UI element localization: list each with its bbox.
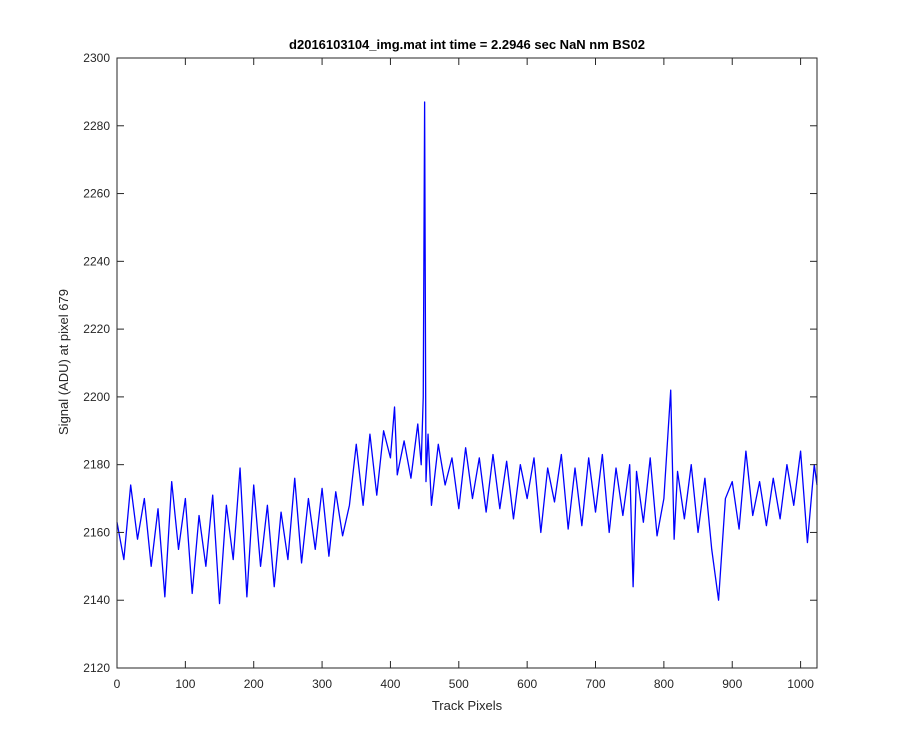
y-tick-label: 2220 xyxy=(83,322,110,336)
x-tick-label: 400 xyxy=(380,677,400,691)
plot-area xyxy=(116,57,818,669)
x-axis-label: Track Pixels xyxy=(432,698,503,713)
y-tick-label: 2300 xyxy=(83,51,110,65)
y-tick-label: 2120 xyxy=(83,661,110,675)
x-tick-label: 300 xyxy=(312,677,332,691)
plot-background xyxy=(117,58,817,668)
x-tick-label: 100 xyxy=(175,677,195,691)
y-tick-label: 2280 xyxy=(83,119,110,133)
x-tick-label: 1000 xyxy=(787,677,814,691)
chart-title: d2016103104_img.mat int time = 2.2946 se… xyxy=(289,37,645,52)
y-tick-label: 2160 xyxy=(83,525,110,539)
y-axis: 2120 2140 2160 2180 2200 2220 2240 2260 2280 2300 xyxy=(83,51,817,675)
x-tick-label: 200 xyxy=(244,677,264,691)
y-tick-label: 2200 xyxy=(83,390,110,404)
y-tick-label: 2240 xyxy=(83,254,110,268)
series-line-0 xyxy=(116,101,818,605)
y-tick-label: 2180 xyxy=(83,458,110,472)
y-tick-label: 2140 xyxy=(83,593,110,607)
x-axis: 0 100 200 300 400 500 600 700 800 900 1000 xyxy=(114,58,814,691)
x-tick-label: 0 xyxy=(114,677,121,691)
x-tick-label: 800 xyxy=(654,677,674,691)
x-tick-label: 600 xyxy=(517,677,537,691)
y-tick-label: 2260 xyxy=(83,187,110,201)
x-tick-label: 500 xyxy=(449,677,469,691)
axes-frame xyxy=(116,57,818,669)
x-tick-label: 700 xyxy=(586,677,606,691)
x-tick-label: 900 xyxy=(722,677,742,691)
y-axis-label: Signal (ADU) at pixel 679 xyxy=(56,289,71,435)
